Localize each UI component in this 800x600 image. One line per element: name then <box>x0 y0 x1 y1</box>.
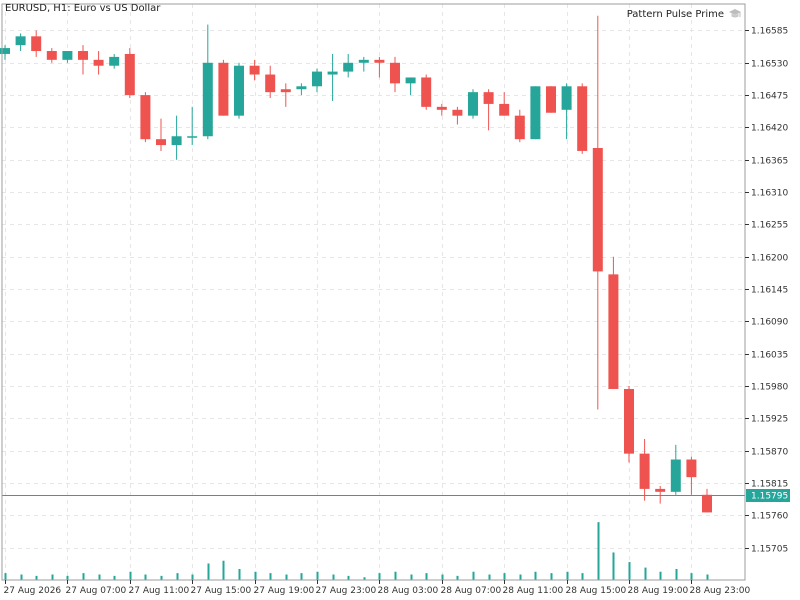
candle-body-bull <box>327 71 338 75</box>
y-tick-label: 1.16145 <box>751 286 788 296</box>
y-tick-label: 1.16090 <box>751 318 788 328</box>
candle-body-bear <box>702 494 712 513</box>
axes: 1.16585 1.16530 1.16475 1.16420 1.16365 1.163… <box>1 3 788 596</box>
current-price-badge: 1.15795 <box>746 489 790 502</box>
y-tick-label: 1.15760 <box>751 512 788 522</box>
y-tick-label: 1.16365 <box>751 157 788 167</box>
candle-body-bull <box>296 86 307 90</box>
current-price-badge-label: 1.15795 <box>751 492 788 502</box>
y-tick-label: 1.16420 <box>751 124 788 134</box>
candle-body-bear <box>592 148 603 272</box>
grid <box>2 4 745 580</box>
candle-body-bull <box>234 65 244 116</box>
y-tick-label: 1.15870 <box>751 448 788 458</box>
plot-border <box>1 3 746 581</box>
candle-body-bear <box>452 109 463 116</box>
candle-body-bear <box>93 59 104 66</box>
x-tick-label: 27 Aug 11:00 <box>129 586 190 596</box>
candle-body-bear <box>421 77 432 107</box>
y-tick-label: 1.16310 <box>751 189 788 199</box>
current-price-badge-bg <box>746 489 790 502</box>
x-tick-label: 27 Aug 07:00 <box>66 586 127 596</box>
candle-body-bull <box>62 51 73 60</box>
x-tick-label: 27 Aug 2026 <box>4 586 62 596</box>
candle-body-bear <box>78 51 88 60</box>
candle-body-bull <box>561 86 572 110</box>
x-tick-label: 27 Aug 23:00 <box>316 586 377 596</box>
x-tick-label: 28 Aug 07:00 <box>441 586 502 596</box>
candle-body-bear <box>265 74 276 93</box>
candle-body-bull <box>405 77 416 84</box>
candle-body-bear <box>374 59 385 63</box>
candle-body-bull <box>312 71 322 87</box>
candle-body-bear <box>483 92 494 104</box>
y-tick-label: 1.16200 <box>751 254 788 264</box>
candle-body-bear <box>390 62 400 84</box>
candle-body-bear <box>624 388 634 454</box>
candle-body-bull <box>358 59 369 63</box>
x-tick-label: 27 Aug 19:00 <box>254 586 315 596</box>
candle-body-bull <box>15 36 26 46</box>
candle-body-bull <box>670 459 681 492</box>
x-tick-label: 28 Aug 19:00 <box>628 586 689 596</box>
candle-body-bear <box>280 89 291 93</box>
candle-body-bear <box>156 139 166 146</box>
y-tick-label: 1.15705 <box>751 545 788 555</box>
indicator-label: Pattern Pulse Prime <box>627 8 742 20</box>
symbol-label: EURUSD, H1: Euro vs US Dollar <box>5 3 161 14</box>
y-tick-label: 1.15815 <box>751 480 788 490</box>
y-tick-label: 1.16035 <box>751 351 788 361</box>
candle-body-bear <box>499 103 510 116</box>
candle-body-bull <box>187 136 198 138</box>
candle-body-bull <box>171 136 182 146</box>
y-tick-label: 1.16585 <box>751 27 788 37</box>
candle-body-bull <box>530 86 541 140</box>
x-tick-label: 28 Aug 03:00 <box>378 586 439 596</box>
y-tick-label: 1.16255 <box>751 221 788 231</box>
candle-body-bull <box>343 62 354 72</box>
candle-body-bull <box>202 62 213 137</box>
candle-body-bear <box>608 274 619 389</box>
candle-body-bear <box>686 459 697 478</box>
candle-body-bear <box>124 53 135 96</box>
candle-body-bear <box>639 453 650 489</box>
y-tick-label: 1.15980 <box>751 383 788 393</box>
candle-body-bear <box>655 488 666 492</box>
x-tick-label: 27 Aug 15:00 <box>191 586 252 596</box>
y-tick-label: 1.16475 <box>751 92 788 102</box>
candle-body-bear <box>546 86 556 113</box>
y-tick-label: 1.16530 <box>751 60 788 70</box>
candle-body-bear <box>514 115 525 140</box>
candle-body-bear <box>140 95 151 140</box>
x-tick-label: 28 Aug 23:00 <box>690 586 751 596</box>
volume-bars <box>4 522 709 580</box>
candle-body-bear <box>577 86 588 151</box>
indicator-name: Pattern Pulse Prime <box>626 8 724 20</box>
x-tick-label: 28 Aug 15:00 <box>566 586 627 596</box>
candle-body-bear <box>46 51 57 60</box>
candles <box>0 15 712 513</box>
candle-body-bull <box>468 92 478 116</box>
y-tick-label: 1.15925 <box>751 415 788 425</box>
candle-body-bear <box>249 65 260 75</box>
candle-body-bull <box>0 48 10 54</box>
candle-body-bear <box>218 62 229 116</box>
candle-body-bear <box>31 36 42 52</box>
graduation-cap-icon <box>729 9 741 18</box>
candle-body-bull <box>109 56 120 66</box>
candle-body-bear <box>436 106 447 110</box>
x-tick-label: 28 Aug 11:00 <box>503 586 564 596</box>
